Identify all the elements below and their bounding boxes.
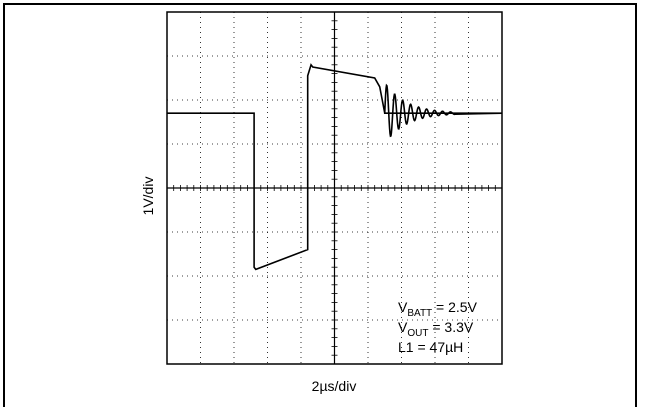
annotation-line: VOUT = 3.3V: [398, 319, 474, 339]
annotation-line: L1 = 47µH: [398, 339, 463, 355]
figure-frame: [3, 3, 637, 407]
x-axis-label: 2µs/div: [311, 378, 357, 394]
trace-group: [167, 63, 503, 271]
annotation-line: VBATT = 2.5V: [398, 299, 478, 319]
waveform-trace: [167, 63, 503, 271]
